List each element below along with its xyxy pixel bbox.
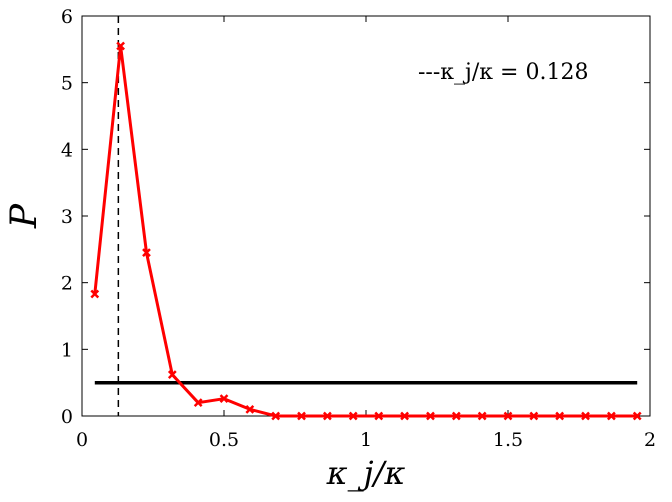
series-line-red — [93, 44, 638, 418]
data-point-marker — [581, 411, 590, 421]
legend-label: ---κ_j/κ = 0.128 — [418, 60, 588, 85]
data-point-marker — [167, 370, 177, 380]
data-point-marker — [90, 289, 100, 299]
y-tick-label: 1 — [61, 339, 73, 361]
data-point-marker — [193, 398, 203, 408]
data-point-marker — [116, 41, 126, 51]
x-tick-label: 1 — [360, 429, 372, 451]
y-tick-label: 0 — [61, 406, 73, 428]
data-point-marker — [271, 411, 281, 421]
data-point-marker — [348, 411, 358, 421]
data-point-marker — [245, 404, 255, 414]
axis-ticks — [81, 15, 651, 417]
legend: ---κ_j/κ = 0.128 — [418, 60, 588, 85]
y-tick-label: 2 — [61, 273, 73, 295]
data-point-marker — [142, 248, 151, 258]
data-point-marker — [219, 394, 229, 404]
data-point-marker — [451, 411, 461, 421]
data-point-marker — [555, 411, 565, 421]
data-point-marker — [400, 411, 410, 421]
series-layer — [90, 41, 642, 421]
x-tick-label: 0 — [76, 429, 88, 451]
x-tick-label: 1.5 — [493, 429, 523, 451]
data-point-marker — [632, 411, 642, 421]
axis-tick-labels: 0 0.5 1 1.5 2 0 1 2 3 4 5 6 — [61, 6, 656, 451]
data-point-marker — [374, 411, 384, 421]
x-tick-label: 0.5 — [209, 429, 239, 451]
data-point-marker — [606, 411, 616, 421]
y-axis-title: P — [4, 203, 45, 229]
y-tick-label: 5 — [61, 73, 73, 95]
data-point-marker — [529, 411, 539, 421]
x-axis-title: κ_j/κ — [326, 454, 406, 492]
data-point-marker — [297, 411, 306, 421]
data-point-marker — [322, 411, 332, 421]
data-point-marker — [503, 411, 513, 421]
y-tick-label: 4 — [61, 139, 73, 161]
y-tick-label: 6 — [61, 6, 73, 28]
y-tick-label: 3 — [61, 206, 73, 228]
x-tick-label: 2 — [644, 429, 656, 451]
data-point-marker — [477, 411, 487, 421]
data-point-marker — [426, 411, 435, 421]
